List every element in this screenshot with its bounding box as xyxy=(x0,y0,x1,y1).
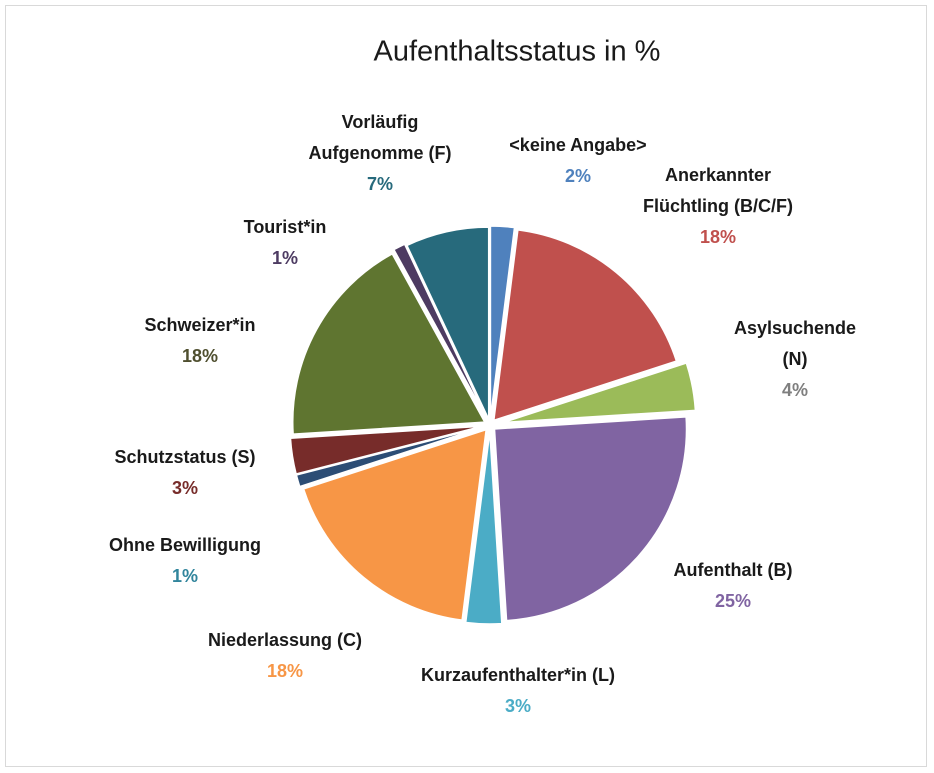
category-label: Niederlassung (C) xyxy=(207,630,363,650)
pie-slice xyxy=(291,252,486,435)
slice-label: Anerkannter Flüchtling (B/C/F) 18% xyxy=(643,160,793,253)
pie-slice xyxy=(492,229,678,422)
slice-label: Vorläufig Aufgenomme (F) 7% xyxy=(305,107,455,200)
slice-label: Ohne Bewilligung 1% xyxy=(75,530,295,592)
category-label: Asylsuchende (N) xyxy=(733,318,857,369)
category-label: Kurzaufenthalter*in (L) xyxy=(420,665,615,685)
value-label: 1% xyxy=(171,566,198,586)
slice-label: Aufenthalt (B) 25% xyxy=(633,555,833,617)
category-label: <keine Angabe> xyxy=(509,135,647,155)
category-label: Vorläufig Aufgenomme (F) xyxy=(308,112,452,163)
pie-slice xyxy=(503,362,697,424)
slice-label: Niederlassung (C) 18% xyxy=(175,625,395,687)
pie-slice xyxy=(289,425,483,475)
chart-title: Aufenthaltsstatus in % xyxy=(373,35,661,68)
pie-slice xyxy=(392,243,488,419)
slice-label: Asylsuchende (N) 4% xyxy=(720,313,870,406)
value-label: 18% xyxy=(181,346,219,366)
value-label: 18% xyxy=(266,661,304,681)
slice-label: Schweizer*in 18% xyxy=(100,310,300,372)
slice-label: Tourist*in 1% xyxy=(210,212,360,274)
category-label: Anerkannter Flüchtling (B/C/F) xyxy=(643,165,793,216)
pie-slice xyxy=(405,226,490,420)
value-label: 25% xyxy=(714,591,752,611)
category-label: Aufenthalt (B) xyxy=(673,560,793,580)
pie-slice xyxy=(295,426,483,488)
slice-label: <keine Angabe> 2% xyxy=(478,130,678,192)
value-label: 4% xyxy=(781,380,808,400)
pie-slice xyxy=(493,416,688,622)
pie-slice xyxy=(464,431,503,625)
value-label: 1% xyxy=(271,248,298,268)
category-label: Tourist*in xyxy=(243,217,327,237)
value-label: 3% xyxy=(504,696,531,716)
slice-label: Kurzaufenthalter*in (L) 3% xyxy=(368,660,668,722)
value-label: 3% xyxy=(171,478,198,498)
pie-slice xyxy=(489,225,516,419)
chart-frame xyxy=(5,5,927,767)
slice-label: Schutzstatus (S) 3% xyxy=(75,442,295,504)
value-label: 7% xyxy=(366,174,393,194)
category-label: Schutzstatus (S) xyxy=(114,447,256,467)
value-label: 18% xyxy=(699,227,737,247)
value-label: 2% xyxy=(564,166,591,186)
category-label: Schweizer*in xyxy=(144,315,256,335)
category-label: Ohne Bewilligung xyxy=(109,535,261,555)
pie-slice xyxy=(302,428,488,621)
